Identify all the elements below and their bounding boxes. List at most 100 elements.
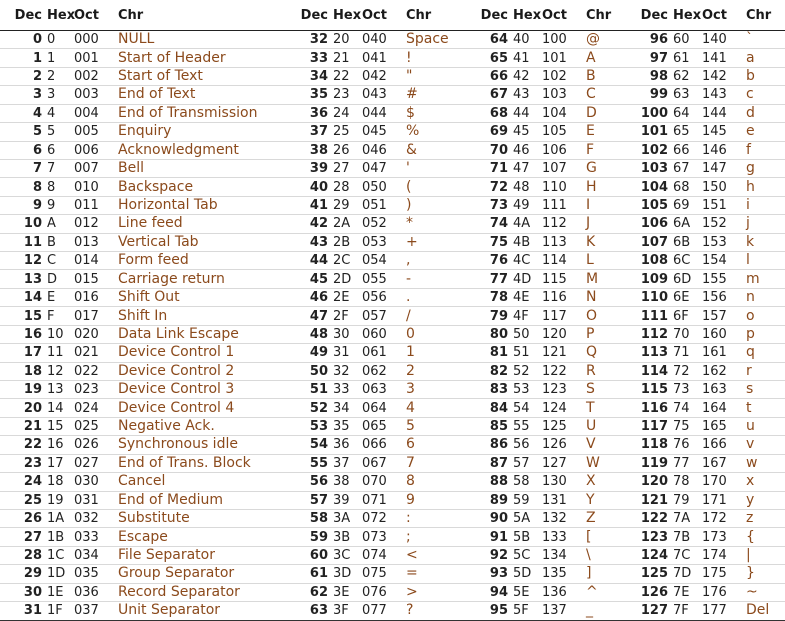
- hex-cell: 5F: [510, 601, 540, 621]
- chr-cell: =: [400, 564, 466, 584]
- chr-cell: Data Link Escape: [112, 325, 286, 345]
- oct-cell: 064: [360, 398, 400, 418]
- chr-cell: Acknowledgment: [112, 141, 286, 160]
- chr-cell: q: [740, 343, 785, 363]
- column-header-dec: Dec: [286, 0, 330, 31]
- dec-cell: 76: [466, 251, 510, 271]
- dec-cell: 70: [466, 141, 510, 160]
- chr-cell: g: [740, 159, 785, 179]
- dec-cell: 37: [286, 122, 330, 142]
- dec-cell: 127: [614, 601, 670, 621]
- chr-cell: Y: [580, 491, 614, 510]
- oct-cell: 060: [360, 325, 400, 345]
- hex-cell: 8: [44, 177, 72, 197]
- dec-cell: 73: [466, 196, 510, 216]
- dec-cell: 38: [286, 141, 330, 160]
- chr-cell: %: [400, 122, 466, 142]
- chr-cell: T: [580, 398, 614, 418]
- dec-cell: 107: [614, 233, 670, 253]
- chr-cell: 2: [400, 362, 466, 382]
- oct-cell: 177: [700, 601, 740, 621]
- hex-cell: D: [44, 269, 72, 289]
- chr-cell: n: [740, 288, 785, 308]
- oct-cell: 161: [700, 343, 740, 363]
- chr-cell: B: [580, 67, 614, 87]
- dec-cell: 105: [614, 196, 670, 216]
- dec-cell: 92: [466, 546, 510, 566]
- oct-cell: 074: [360, 546, 400, 566]
- dec-cell: 4: [0, 104, 44, 124]
- hex-cell: 78: [670, 472, 700, 492]
- hex-cell: 67: [670, 159, 700, 179]
- oct-cell: 157: [700, 306, 740, 326]
- dec-cell: 121: [614, 491, 670, 510]
- oct-cell: 010: [72, 177, 112, 197]
- dec-cell: 116: [614, 398, 670, 418]
- hex-cell: 60: [670, 30, 700, 50]
- hex-cell: 3E: [330, 583, 360, 603]
- table-row: 8 8 010 Backspace 40 28 050(72 48 110 H 104 68 150 h: [0, 177, 785, 197]
- dec-cell: 114: [614, 362, 670, 382]
- hex-cell: 7B: [670, 527, 700, 547]
- dec-cell: 60: [286, 546, 330, 566]
- hex-cell: 33: [330, 380, 360, 400]
- dec-cell: 47: [286, 306, 330, 326]
- oct-cell: 173: [700, 527, 740, 547]
- oct-cell: 160: [700, 325, 740, 345]
- hex-cell: 1E: [44, 583, 72, 603]
- chr-cell: p: [740, 325, 785, 345]
- oct-cell: 033: [72, 527, 112, 547]
- oct-cell: 131: [540, 491, 580, 510]
- column-header-chr: Chr: [400, 0, 466, 31]
- hex-cell: 5C: [510, 546, 540, 566]
- hex-cell: 38: [330, 472, 360, 492]
- oct-cell: 040: [360, 30, 400, 50]
- dec-cell: 97: [614, 48, 670, 68]
- hex-cell: 2B: [330, 233, 360, 253]
- oct-cell: 104: [540, 104, 580, 124]
- dec-cell: 124: [614, 546, 670, 566]
- dec-cell: 20: [0, 398, 44, 418]
- oct-cell: 135: [540, 564, 580, 584]
- hex-cell: 68: [670, 177, 700, 197]
- chr-cell: U: [580, 417, 614, 437]
- column-header-oct: Oct: [540, 0, 580, 31]
- table-row: 17 11 021 Device Control 1 49 31 061 1 81 51 121 Q 1…: [0, 343, 785, 363]
- oct-cell: 061: [360, 343, 400, 363]
- hex-cell: 29: [330, 196, 360, 216]
- table-row: 28 1C 034 File Separator 60 3C 074 <92 5C 134 \ 124…: [0, 546, 785, 566]
- chr-cell: End of Trans. Block: [112, 454, 286, 474]
- oct-cell: 150: [700, 177, 740, 197]
- hex-cell: 1F: [44, 601, 72, 621]
- chr-cell: Device Control 3: [112, 380, 286, 400]
- table-row: 29 1D 035 Group Separator 61 3D 075 = 93 5D 135] 12…: [0, 564, 785, 584]
- dec-cell: 65: [466, 48, 510, 68]
- chr-cell: ^: [580, 583, 614, 603]
- hex-cell: 3A: [330, 509, 360, 529]
- dec-cell: 32: [286, 30, 330, 50]
- chr-cell: I: [580, 196, 614, 216]
- table-row: 24 18 030 Cancel 56 38 070 8 88 58 130 X 120 78 170 x: [0, 472, 785, 492]
- chr-cell: !: [400, 48, 466, 68]
- dec-cell: 19: [0, 380, 44, 400]
- dec-cell: 33: [286, 48, 330, 68]
- chr-cell: G: [580, 159, 614, 179]
- chr-cell: |: [740, 546, 785, 566]
- hex-cell: 28: [330, 177, 360, 197]
- hex-cell: 41: [510, 48, 540, 68]
- hex-cell: 15: [44, 417, 72, 437]
- dec-cell: 40: [286, 177, 330, 197]
- table-row: 9 9 011 Horizontal Tab 41 29 051) 73 49 111 I 105 69…: [0, 196, 785, 216]
- hex-cell: 6C: [670, 251, 700, 271]
- hex-cell: 4E: [510, 288, 540, 308]
- dec-cell: 24: [0, 472, 44, 492]
- chr-cell: Group Separator: [112, 564, 286, 584]
- dec-cell: 108: [614, 251, 670, 271]
- dec-cell: 41: [286, 196, 330, 216]
- chr-cell: R: [580, 362, 614, 382]
- dec-cell: 99: [614, 85, 670, 105]
- dec-cell: 51: [286, 380, 330, 400]
- oct-cell: 022: [72, 362, 112, 382]
- oct-cell: 065: [360, 417, 400, 437]
